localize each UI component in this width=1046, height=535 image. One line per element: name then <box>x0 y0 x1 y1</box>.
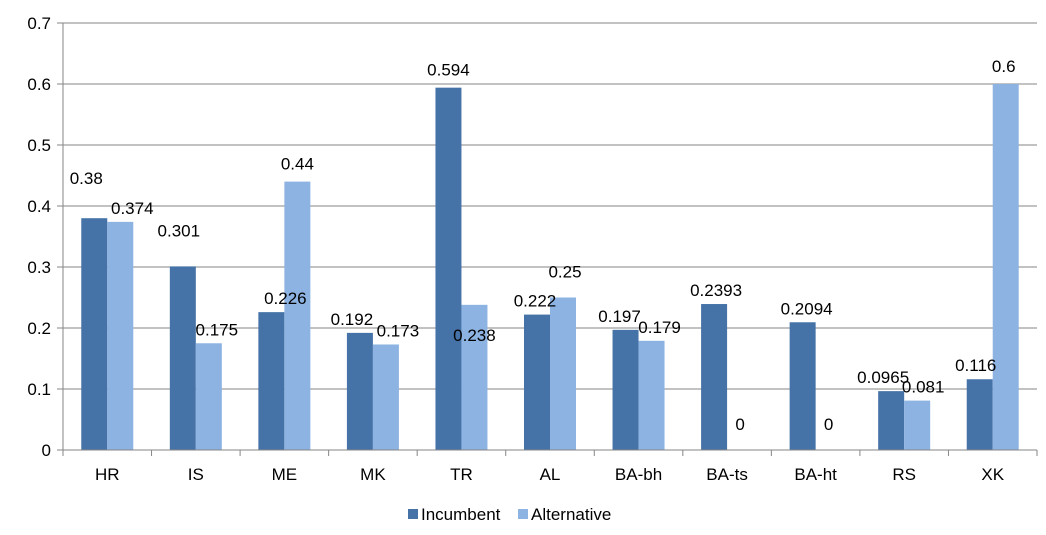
x-tick-label: XK <box>981 465 1004 484</box>
bar-incumbent <box>435 87 462 450</box>
x-tick-label: IS <box>188 465 204 484</box>
legend-swatch-incumbent <box>408 509 418 519</box>
bar-alternative <box>638 340 665 450</box>
y-tick-label: 0.4 <box>27 197 51 216</box>
bars <box>81 84 1019 450</box>
data-label: 0.6 <box>992 57 1016 76</box>
data-label: 0.222 <box>514 292 557 311</box>
bar-incumbent <box>346 332 373 450</box>
legend-label-incumbent: Incumbent <box>421 505 501 524</box>
data-label: 0.226 <box>264 289 307 308</box>
y-axis-ticks: 0 0.1 0.2 0.3 0.4 0.5 0.6 0.7 <box>27 14 51 460</box>
x-tick-label: BA-bh <box>615 465 662 484</box>
data-label: 0.197 <box>598 307 641 326</box>
data-label: 0.301 <box>158 221 201 240</box>
bar-incumbent <box>966 379 993 450</box>
bar-alternative <box>284 181 311 450</box>
data-label: 0 <box>735 415 744 434</box>
bar-incumbent <box>612 329 639 450</box>
y-tick-label: 0 <box>42 441 51 460</box>
y-tick-label: 0.3 <box>27 258 51 277</box>
bar-incumbent <box>81 218 108 450</box>
x-tick-label: MK <box>360 465 386 484</box>
bar-alternative <box>195 343 222 450</box>
bar-alternative <box>550 297 576 450</box>
data-label: 0.44 <box>281 155 314 174</box>
legend-label-alternative: Alternative <box>531 505 611 524</box>
y-tick-label: 0.5 <box>27 136 51 155</box>
data-label: 0.0965 <box>857 368 909 387</box>
y-tick-label: 0.6 <box>27 75 51 94</box>
data-label: 0.594 <box>427 61 470 80</box>
data-label: 0.192 <box>331 310 374 329</box>
bar-alternative <box>904 400 931 450</box>
data-label: 0.173 <box>377 321 420 340</box>
gridlines <box>63 22 1037 390</box>
y-tick-label: 0.1 <box>27 380 51 399</box>
data-label: 0.175 <box>196 320 239 339</box>
y-tick-label: 0.7 <box>27 14 51 33</box>
bar-incumbent <box>701 304 728 450</box>
x-tick-label: RS <box>892 465 916 484</box>
data-label: 0.081 <box>902 378 945 397</box>
axes <box>57 22 1038 456</box>
x-tick-label: ME <box>272 465 298 484</box>
x-tick-label: TR <box>450 465 473 484</box>
data-label: 0.38 <box>70 169 103 188</box>
data-label: 0.238 <box>453 326 496 345</box>
data-label: 0.179 <box>638 318 681 337</box>
legend: Incumbent Alternative <box>408 505 611 524</box>
data-label: 0.2094 <box>781 299 833 318</box>
bar-incumbent <box>258 312 285 450</box>
legend-swatch-alternative <box>518 509 528 519</box>
x-tick-label: BA-ts <box>706 465 748 484</box>
x-axis-ticks: HR IS ME MK TR AL BA-bh BA-ts BA-ht RS XK <box>95 465 1005 484</box>
bar-incumbent <box>169 266 196 450</box>
data-label: 0.374 <box>111 199 154 218</box>
bar-alternative <box>461 304 488 450</box>
data-label: 0 <box>824 415 833 434</box>
data-label: 0.25 <box>548 263 581 282</box>
x-tick-label: BA-ht <box>794 465 837 484</box>
x-tick-label: AL <box>540 465 561 484</box>
bar-alternative <box>992 84 1019 450</box>
bar-incumbent <box>789 322 816 450</box>
bar-incumbent <box>524 314 550 450</box>
bar-incumbent <box>878 391 905 450</box>
y-tick-label: 0.2 <box>27 319 51 338</box>
bar-alternative <box>372 344 399 450</box>
data-label: 0.2393 <box>690 281 742 300</box>
bar-alternative <box>107 221 134 450</box>
data-label: 0.116 <box>955 356 996 375</box>
x-tick-label: HR <box>95 465 120 484</box>
